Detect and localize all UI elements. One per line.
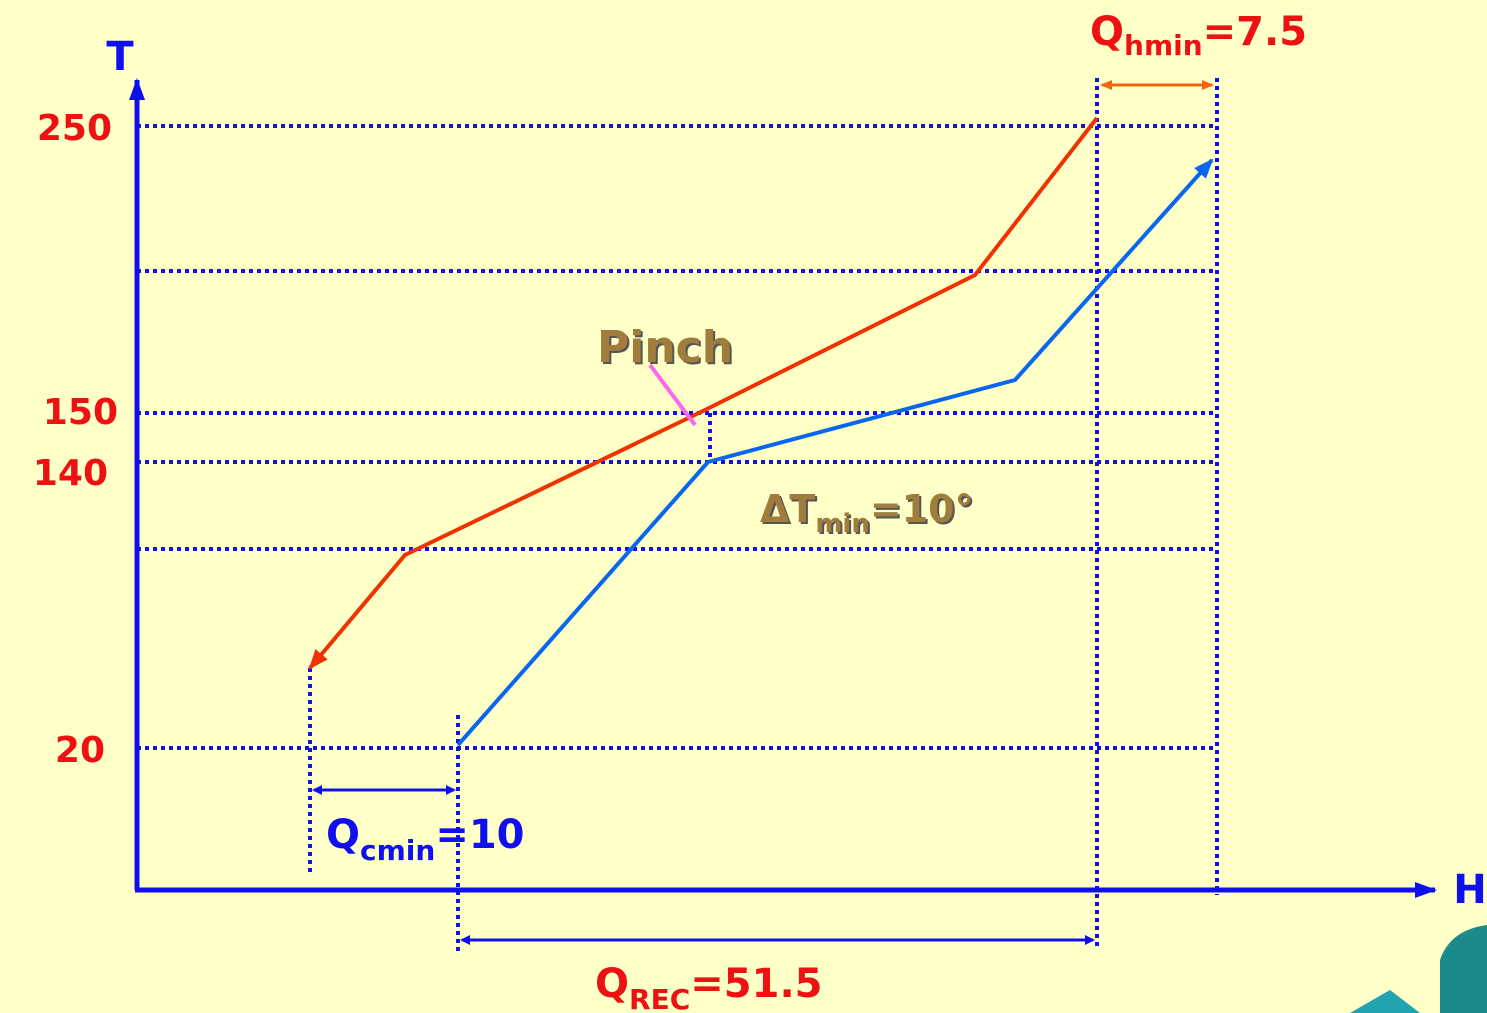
pinch-pointer xyxy=(650,365,695,425)
decoration xyxy=(1440,925,1487,1013)
t-label: 150 xyxy=(43,392,118,433)
t-label: 20 xyxy=(55,730,105,771)
guide-lines xyxy=(137,78,1217,955)
page: {"axes": {"y_label": "T", "x_label": "H"… xyxy=(0,0,1487,1013)
subscript: cmin xyxy=(360,834,435,867)
text: =7.5 xyxy=(1203,9,1307,55)
pinch-label: Pinch xyxy=(597,322,733,373)
qhmin-label: Qhmin=7.5 xyxy=(1090,9,1307,62)
subscript: hmin xyxy=(1124,29,1203,62)
qcmin-label: Qcmin=10 xyxy=(326,812,525,867)
decoration xyxy=(1350,990,1420,1013)
text: =10 xyxy=(435,812,524,858)
diagram: T H 250 150 140 20 Pinch ΔTmin=10° Qhmin… xyxy=(0,0,1487,1013)
text: =10° xyxy=(870,487,974,531)
x-axis-label: H xyxy=(1453,867,1486,913)
dtmin-label: ΔTmin=10° xyxy=(760,487,974,539)
qrec-label: QREC=51.5 xyxy=(595,961,822,1013)
y-axis-label: T xyxy=(106,34,134,80)
text: Q xyxy=(1090,9,1124,55)
text: Q xyxy=(595,961,629,1007)
t-label: 250 xyxy=(37,108,112,149)
hot-composite-curve xyxy=(310,118,1097,668)
text: Q xyxy=(326,812,360,858)
text: =51.5 xyxy=(690,961,822,1007)
subscript: min xyxy=(815,509,870,539)
text: ΔT xyxy=(760,487,815,531)
subscript: REC xyxy=(629,983,690,1013)
t-label: 140 xyxy=(33,453,108,494)
